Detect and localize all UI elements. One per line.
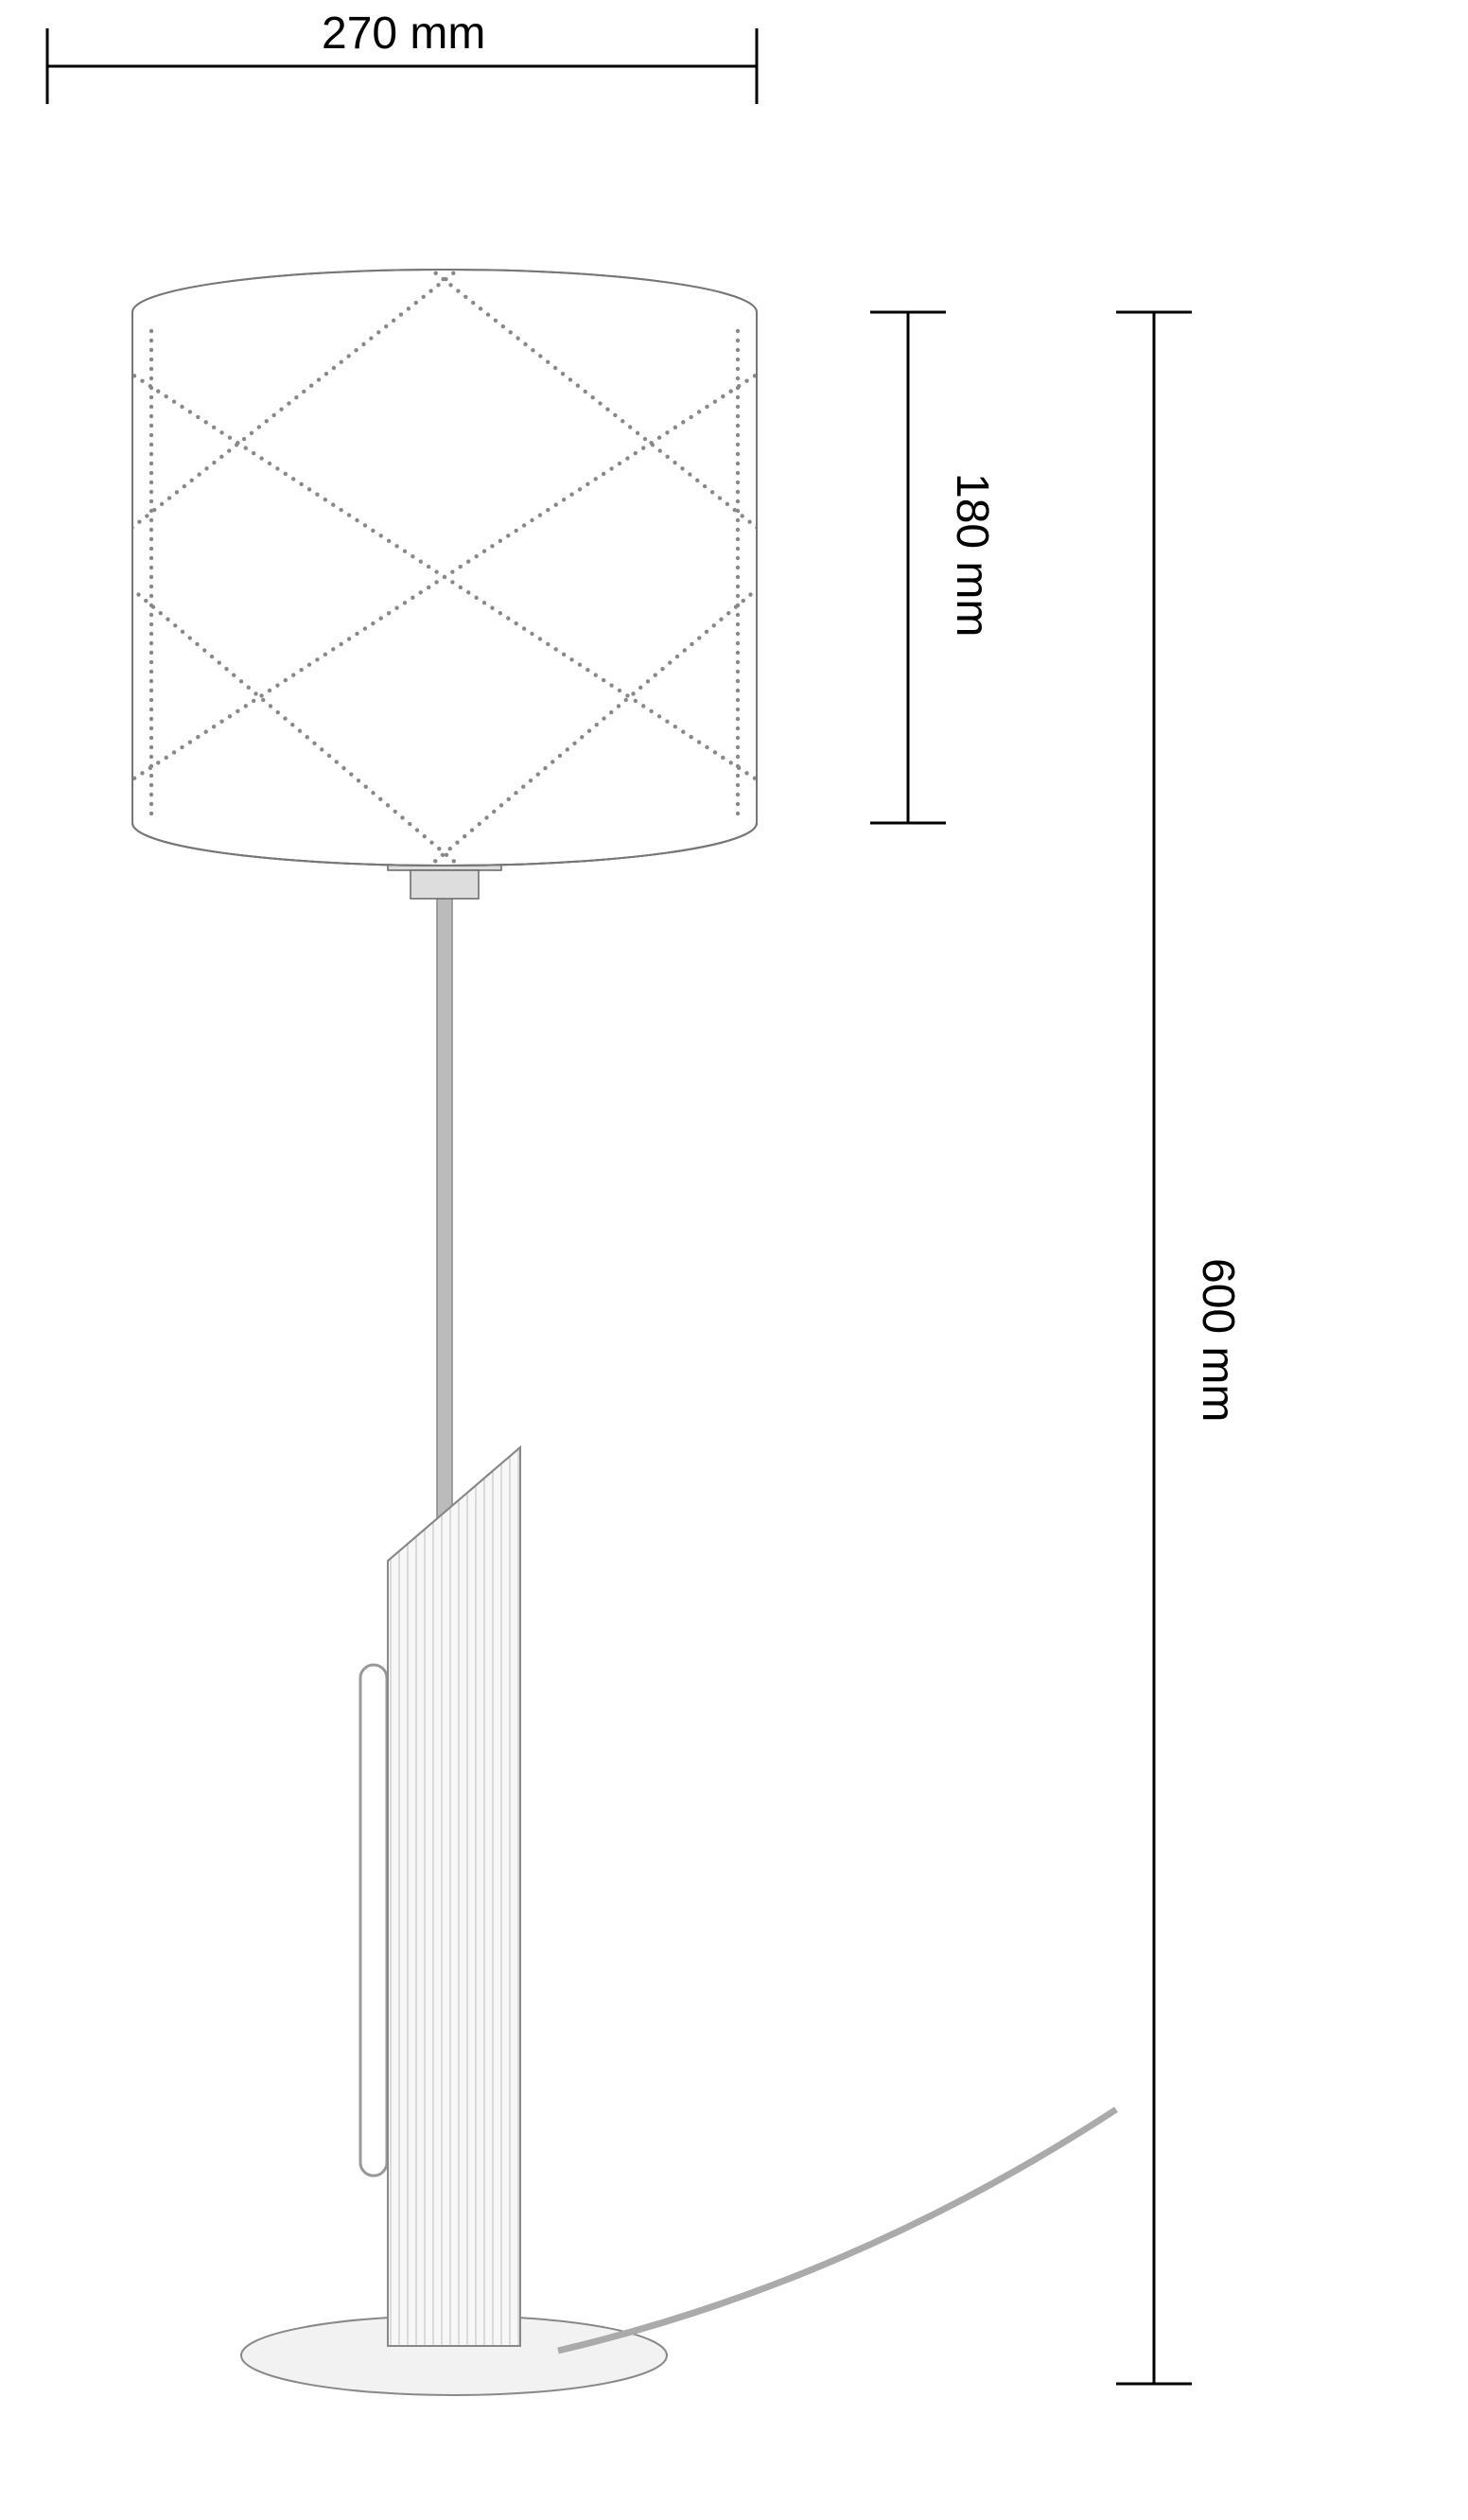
shade-height-dimension-label: 180 mm	[946, 473, 998, 637]
lamp-diagram-svg	[0, 0, 1468, 2520]
dimension-drawing: 270 mm 180 mm 600 mm	[0, 0, 1468, 2520]
width-dimension-label: 270 mm	[322, 8, 485, 60]
total-height-dimension-label: 600 mm	[1192, 1258, 1244, 1422]
